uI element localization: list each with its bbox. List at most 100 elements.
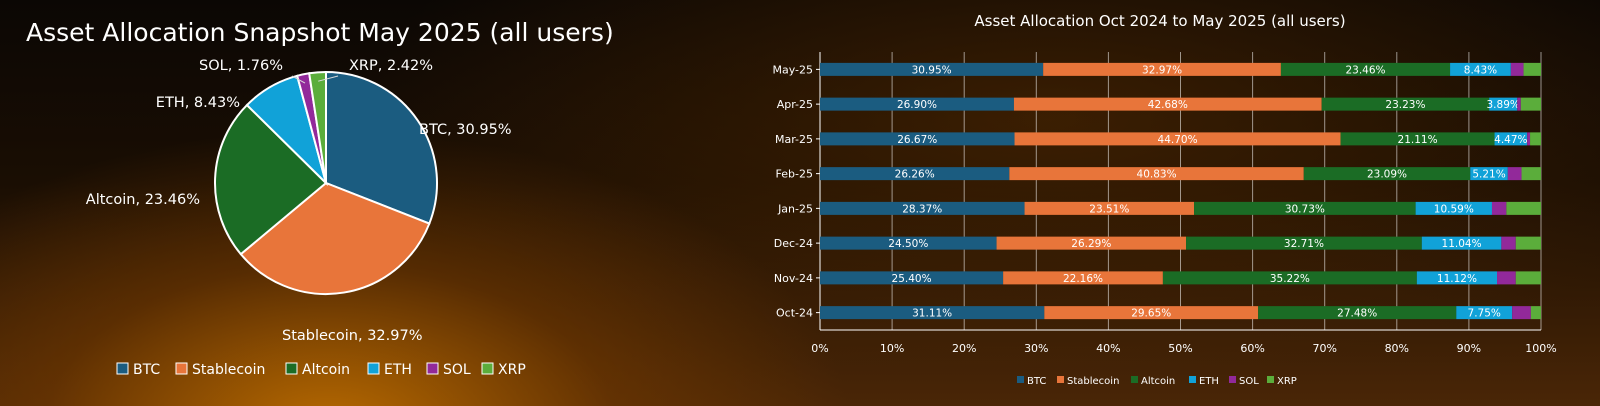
bar-chart: 0% 10% 20% 30% 40% 50% 60% 70% 80% 90% 100% May-25 3…: [772, 52, 1557, 355]
bar-data-label-stablecoin: 42.68%: [1148, 99, 1188, 111]
x-tick-label: 20%: [952, 342, 976, 355]
pie-legend: BTC Stablecoin Altcoin ETH SOL XRP: [116, 362, 526, 378]
bar-segment-altcoin: [1258, 306, 1457, 320]
x-tick-label: 90%: [1457, 342, 1481, 355]
bar-data-label-altcoin: 30.73%: [1285, 203, 1325, 215]
bar-data-label-eth: 4.47%: [1494, 134, 1527, 146]
bar-segment-stablecoin: [1043, 62, 1281, 76]
bar-data-label-stablecoin: 22.16%: [1063, 273, 1103, 285]
bar-segment-btc: [820, 62, 1044, 76]
pie-legend-label-eth: ETH: [384, 362, 412, 378]
pie-label-xrp: XRP, 2.42%: [349, 58, 433, 74]
bar-data-label-altcoin: 23.09%: [1367, 169, 1407, 181]
bar-data-label-eth: 11.04%: [1442, 238, 1482, 250]
bar-segment-xrp: [1530, 132, 1541, 146]
pie-chart-title: Asset Allocation Snapshot May 2025 (all …: [26, 18, 614, 47]
bar-segment-eth: [1416, 271, 1498, 285]
bar-segment-stablecoin: [1009, 167, 1304, 181]
bar-legend-swatch-eth: [1189, 376, 1196, 383]
bar-segment-altcoin: [1340, 132, 1495, 146]
bar-data-label-eth: 7.75%: [1468, 308, 1501, 320]
bar-data-label-altcoin: 32.71%: [1284, 238, 1324, 250]
bar-segment-sol: [1510, 62, 1524, 76]
bar-legend-label-sol: SOL: [1239, 376, 1259, 387]
bar-data-label-stablecoin: 44.70%: [1158, 134, 1198, 146]
y-tick-label: Feb-25: [776, 168, 813, 181]
bar-segment-altcoin: [1321, 97, 1490, 111]
y-tick-label: Dec-24: [774, 237, 813, 250]
bar-segment-xrp: [1515, 236, 1541, 250]
pie-slice-altcoin: [213, 103, 328, 256]
x-tick-label: 50%: [1168, 342, 1192, 355]
pie-slice-btc: [325, 70, 438, 225]
bar-segment-eth: [1421, 236, 1502, 250]
bar-segment-xrp: [1521, 167, 1541, 181]
pie-legend-label-altcoin: Altcoin: [302, 362, 350, 378]
pie-legend-label-stablecoin: Stablecoin: [192, 362, 265, 378]
bar-legend-swatch-altcoin: [1131, 376, 1138, 383]
bar-segment-eth: [1489, 97, 1518, 111]
bar-data-label-btc: 28.37%: [902, 203, 942, 215]
bar-data-label-eth: 3.89%: [1487, 99, 1520, 111]
bar-data-label-stablecoin: 40.83%: [1137, 169, 1177, 181]
bar-data-label-btc: 26.67%: [897, 134, 937, 146]
pie-legend-swatch-eth: [367, 362, 380, 375]
bar-segment-sol: [1507, 167, 1522, 181]
bar-segment-sol: [1497, 271, 1516, 285]
bar-segment-eth: [1456, 306, 1513, 320]
bar-data-label-eth: 5.21%: [1472, 169, 1505, 181]
bar-segment-btc: [820, 167, 1010, 181]
bar-data-label-altcoin: 27.48%: [1337, 308, 1377, 320]
bar-data-label-stablecoin: 26.29%: [1071, 238, 1111, 250]
pie-label-stablecoin: Stablecoin, 32.97%: [282, 328, 423, 344]
bar-data-label-btc: 24.50%: [888, 238, 928, 250]
x-tick-label: 30%: [1024, 342, 1048, 355]
bar-segment-xrp: [1520, 97, 1541, 111]
x-tick-label: 80%: [1385, 342, 1409, 355]
y-tick-label: Oct-24: [776, 307, 813, 320]
pie-leader-xrp: [318, 75, 339, 82]
y-tick-label: Jan-25: [777, 202, 813, 215]
bar-segment-sol: [1517, 97, 1521, 111]
bar-segment-xrp: [1515, 271, 1541, 285]
bar-legend-swatch-xrp: [1267, 376, 1274, 383]
y-tick-label: May-25: [772, 63, 813, 76]
bar-legend-swatch-stablecoin: [1057, 376, 1064, 383]
bar-segment-sol: [1527, 132, 1531, 146]
bar-segment-stablecoin: [1003, 271, 1163, 285]
pie-label-altcoin: Altcoin, 23.46%: [86, 192, 200, 208]
bar-segment-stablecoin: [1013, 97, 1322, 111]
bar-data-label-btc: 26.90%: [897, 99, 937, 111]
bar-segment-eth: [1470, 167, 1508, 181]
bar-segment-altcoin: [1194, 201, 1416, 215]
pie-legend-swatch-sol: [426, 362, 439, 375]
pie-slice-stablecoin: [239, 181, 431, 295]
pie-leader-sol: [291, 75, 306, 84]
bar-data-label-altcoin: 23.46%: [1345, 64, 1385, 76]
bar-segment-xrp: [1506, 201, 1541, 215]
bar-segment-sol: [1512, 306, 1531, 320]
bar-data-label-altcoin: 23.23%: [1385, 99, 1425, 111]
bar-legend-label-eth: ETH: [1199, 376, 1219, 387]
bar-segment-eth: [1415, 201, 1492, 215]
pie-label-btc: BTC, 30.95%: [419, 122, 512, 138]
bar-segment-altcoin: [1186, 236, 1422, 250]
pie-slice-xrp: [308, 70, 327, 184]
bar-segment-xrp: [1523, 62, 1541, 76]
bar-legend-label-stablecoin: Stablecoin: [1067, 376, 1119, 387]
bar-segment-altcoin: [1303, 167, 1471, 181]
bar-legend-swatch-btc: [1017, 376, 1024, 383]
pie-legend-label-sol: SOL: [443, 362, 471, 378]
bar-segment-btc: [820, 97, 1014, 111]
bar-data-label-altcoin: 21.11%: [1398, 134, 1438, 146]
bar-legend-swatch-sol: [1229, 376, 1236, 383]
bar-legend-label-xrp: XRP: [1277, 376, 1297, 387]
pie-legend-swatch-altcoin: [285, 362, 298, 375]
x-tick-label: 10%: [880, 342, 904, 355]
pie-legend-swatch-stablecoin: [175, 362, 188, 375]
x-tick-label: 40%: [1096, 342, 1120, 355]
bar-segment-btc: [820, 306, 1045, 320]
bar-segment-btc: [820, 271, 1004, 285]
